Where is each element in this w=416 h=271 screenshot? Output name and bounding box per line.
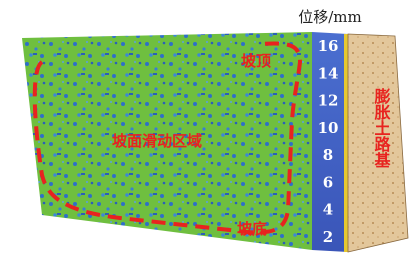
colorbar-tick-label: 14 — [318, 64, 339, 82]
colorbar-tick-label: 4 — [323, 201, 333, 219]
slope-toe-label: 坡底 — [237, 220, 267, 238]
colorbar-edge — [344, 34, 348, 252]
figure: 位移/mm 坡顶 坡面滑动区域 坡底 膨胀土路基 16 14 12 10 8 6 4 2 — [0, 0, 416, 271]
subgrade-label: 膨胀土路基 — [372, 87, 392, 168]
colorbar-tick-label: 16 — [318, 37, 339, 55]
page: 位移/mm 坡顶 坡面滑动区域 坡底 膨胀土路基 161412108642 ((… — [0, 0, 416, 271]
colorbar-tick-label: 8 — [323, 146, 333, 164]
sliding-zone-label: 坡面滑动区域 — [112, 132, 202, 150]
colorbar-tick-label: 10 — [318, 119, 339, 137]
colorbar-tick-label: 6 — [323, 173, 333, 191]
colorbar-tick-label: 12 — [318, 92, 339, 110]
colorbar-tick-label: 2 — [323, 228, 333, 246]
slope-top-label: 坡顶 — [241, 52, 271, 70]
colorbar-title: 位移/mm — [298, 8, 362, 26]
